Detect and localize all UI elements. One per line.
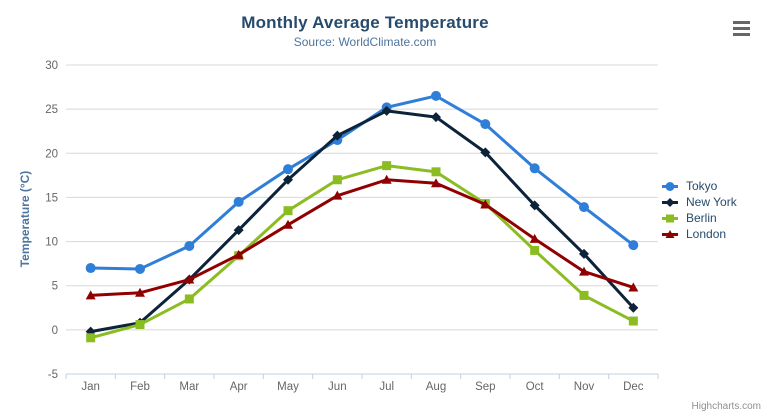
series-marker-london[interactable] — [135, 287, 145, 297]
series-marker-berlin[interactable] — [184, 294, 194, 304]
legend-label: New York — [686, 195, 737, 209]
legend-item-tokyo[interactable]: Tokyo — [661, 178, 737, 194]
series-marker-london[interactable] — [431, 178, 441, 188]
diamond-marker-icon — [662, 197, 678, 207]
series-marker-berlin[interactable] — [283, 206, 293, 216]
series-marker-tokyo[interactable] — [233, 196, 244, 207]
series-marker-london[interactable] — [85, 290, 96, 300]
series-marker-berlin[interactable] — [86, 333, 96, 343]
y-tick-label: 25 — [45, 104, 58, 116]
series-marker-new-york[interactable] — [332, 130, 343, 141]
series-line-berlin[interactable] — [89, 164, 635, 340]
y-tick-label: 30 — [45, 60, 58, 72]
series-marker-new-york[interactable] — [579, 248, 589, 259]
triangle-marker-icon — [662, 229, 678, 238]
series-marker-london[interactable] — [184, 274, 195, 284]
series-marker-new-york[interactable] — [233, 225, 244, 236]
series-marker-london[interactable] — [381, 174, 392, 184]
hamburger-menu-icon — [733, 21, 750, 36]
series-marker-berlin[interactable] — [628, 316, 638, 326]
square-marker-icon — [662, 214, 678, 222]
series-marker-new-york[interactable] — [381, 105, 392, 116]
series-marker-new-york[interactable] — [283, 174, 293, 185]
legend-item-london[interactable]: London — [661, 226, 737, 242]
series-marker-london[interactable] — [480, 199, 491, 209]
x-tick-label: Apr — [230, 381, 248, 393]
legend-label: Tokyo — [686, 179, 718, 193]
series-marker-berlin[interactable] — [382, 161, 392, 171]
series-new-york — [85, 105, 639, 337]
series-marker-london[interactable] — [332, 190, 343, 200]
series-marker-tokyo[interactable] — [431, 90, 441, 101]
legend-label: Berlin — [686, 211, 717, 225]
x-tick-label: Dec — [623, 381, 644, 393]
series-marker-london[interactable] — [233, 249, 244, 259]
series-line-new-york[interactable] — [89, 109, 635, 334]
x-tick-label: Feb — [130, 381, 150, 393]
x-tick-label: Jul — [379, 381, 394, 393]
x-tick-label: Jan — [81, 381, 100, 393]
series-marker-tokyo[interactable] — [579, 202, 589, 213]
series-marker-berlin[interactable] — [431, 167, 441, 177]
series-marker-tokyo[interactable] — [628, 240, 639, 251]
legend-item-berlin[interactable]: Berlin — [661, 210, 737, 226]
series-marker-berlin[interactable] — [530, 245, 540, 255]
x-tick-label: Aug — [426, 381, 446, 393]
series-marker-new-york[interactable] — [431, 112, 441, 123]
series-marker-new-york[interactable] — [529, 200, 540, 211]
y-tick-label: 10 — [45, 237, 58, 249]
chart-subtitle: Source: WorldClimate.com — [293, 35, 437, 49]
series-tokyo — [85, 90, 639, 274]
series-marker-london[interactable] — [529, 233, 540, 243]
series-marker-new-york[interactable] — [628, 302, 639, 313]
series-marker-london[interactable] — [283, 219, 293, 229]
series-marker-tokyo[interactable] — [283, 164, 293, 175]
series-london — [85, 174, 639, 300]
legend-item-new-york[interactable]: New York — [661, 194, 737, 210]
x-tick-label: Mar — [179, 381, 199, 393]
x-tick-label: Sep — [475, 381, 495, 393]
x-tick-label: May — [277, 381, 299, 393]
series-marker-berlin[interactable] — [135, 320, 145, 330]
series-line-london[interactable] — [89, 178, 635, 297]
series-marker-new-york[interactable] — [480, 147, 491, 158]
series-marker-london-legend[interactable] — [665, 229, 675, 238]
series-marker-tokyo[interactable] — [85, 263, 96, 274]
chart-title: Monthly Average Temperature — [241, 13, 489, 32]
series-marker-tokyo[interactable] — [480, 119, 491, 130]
series-marker-berlin-legend[interactable] — [666, 214, 674, 222]
y-tick-label: 20 — [45, 148, 58, 160]
highcharts-credit-link[interactable]: Highcharts.com — [691, 401, 761, 412]
series-marker-tokyo[interactable] — [184, 240, 195, 251]
legend: Tokyo New York Berlin London — [661, 178, 737, 242]
series-marker-berlin[interactable] — [579, 290, 589, 300]
series-marker-london[interactable] — [579, 266, 589, 276]
series-marker-new-york-legend[interactable] — [665, 197, 675, 207]
series-marker-london[interactable] — [628, 282, 639, 292]
circle-marker-icon — [662, 181, 678, 191]
series-marker-tokyo[interactable] — [529, 163, 540, 174]
y-tick-label: 15 — [45, 192, 58, 204]
y-tick-label: 5 — [52, 281, 58, 293]
x-tick-label: Jun — [328, 381, 347, 393]
y-tick-label: 0 — [52, 325, 58, 337]
series-marker-tokyo[interactable] — [135, 263, 145, 274]
x-tick-label: Nov — [574, 381, 595, 393]
export-menu-button[interactable] — [733, 21, 750, 36]
x-tick-label: Oct — [526, 381, 545, 393]
series-marker-berlin[interactable] — [332, 175, 342, 185]
series-marker-tokyo-legend[interactable] — [665, 181, 675, 191]
y-tick-label: -5 — [48, 369, 58, 381]
legend-label: London — [686, 227, 727, 241]
